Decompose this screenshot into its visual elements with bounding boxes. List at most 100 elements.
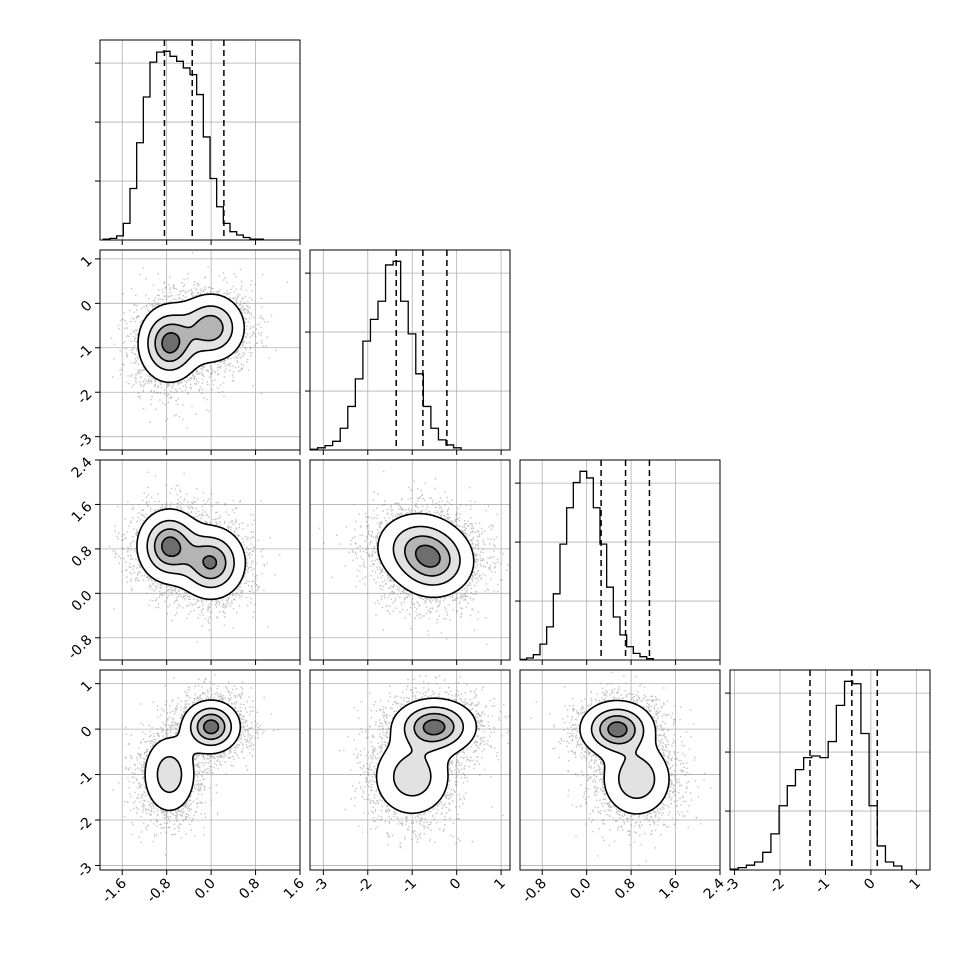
contour-line-1 bbox=[147, 305, 234, 371]
contour-line-0 bbox=[136, 508, 247, 601]
density-fill-level-0 bbox=[376, 698, 477, 814]
x-tick-label: 1.6 bbox=[281, 875, 308, 902]
density-fill-level-3 bbox=[161, 333, 181, 354]
contour-line-2 bbox=[413, 712, 455, 743]
density-panel-0-3 bbox=[112, 674, 279, 856]
contour-line-2 bbox=[404, 535, 451, 577]
histogram-1 bbox=[310, 260, 462, 450]
y-tick-label: -3 bbox=[74, 431, 95, 452]
density-fill-level-0 bbox=[145, 700, 241, 811]
y-tick-label: 0.8 bbox=[69, 543, 96, 570]
density-fill-level-2 bbox=[415, 713, 454, 742]
y-tick-label: -0.8 bbox=[65, 632, 96, 663]
y-tick-label: 2.4 bbox=[69, 454, 96, 481]
scatter-points bbox=[112, 674, 279, 856]
contour-line-0 bbox=[375, 697, 478, 815]
panel-frame bbox=[99, 249, 301, 451]
x-tick-label: -2 bbox=[767, 876, 788, 897]
density-fill-level-1 bbox=[156, 708, 232, 792]
density-fill-level-2 bbox=[155, 315, 224, 362]
contour-line-0 bbox=[137, 293, 246, 384]
contour-line-1 bbox=[156, 707, 233, 794]
contour-line-1 bbox=[146, 519, 235, 589]
y-tick-label: -1 bbox=[74, 342, 95, 363]
x-tick-label: 0.8 bbox=[236, 876, 263, 903]
x-tick-label: -1 bbox=[812, 876, 833, 897]
contour-line-3 bbox=[161, 536, 218, 570]
density-fill-level-3 bbox=[161, 536, 217, 569]
panel-frame bbox=[309, 249, 511, 451]
panel-frame bbox=[99, 669, 301, 871]
x-tick-label: 1 bbox=[907, 876, 925, 894]
x-tick-label: 0.0 bbox=[567, 876, 594, 903]
contour-line-2 bbox=[153, 528, 227, 580]
contour-line-3 bbox=[607, 721, 628, 738]
density-fill-level-0 bbox=[136, 508, 246, 601]
density-fill-level-3 bbox=[203, 720, 219, 734]
y-tick-label: -2 bbox=[74, 387, 95, 408]
density-panel-1-2 bbox=[318, 470, 509, 646]
y-tick-label: -3 bbox=[74, 860, 95, 881]
x-tick-label: 1.6 bbox=[656, 875, 683, 902]
contour-line-3 bbox=[414, 544, 441, 568]
x-tick-label: 0.8 bbox=[612, 876, 639, 903]
histogram-3 bbox=[730, 680, 903, 870]
density-fill-level-0 bbox=[138, 293, 246, 382]
contour-line-3 bbox=[202, 719, 220, 735]
density-panel-0-1 bbox=[110, 251, 288, 439]
y-tick-label: 1 bbox=[78, 253, 96, 271]
scatter-points bbox=[110, 251, 288, 439]
density-fill-level-1 bbox=[148, 306, 232, 371]
density-panel-2-3 bbox=[530, 670, 712, 866]
y-tick-label: 1.6 bbox=[69, 499, 96, 526]
y-tick-label: 0 bbox=[78, 723, 96, 741]
density-fill-level-3 bbox=[415, 545, 441, 567]
density-fill-level-3 bbox=[423, 720, 446, 736]
contour-line-1 bbox=[392, 706, 465, 797]
x-tick-label: -1 bbox=[399, 876, 420, 897]
panel-frame bbox=[519, 459, 721, 661]
density-fill-level-1 bbox=[393, 706, 464, 796]
x-tick-label: 0 bbox=[861, 876, 879, 894]
density-panel-0-2 bbox=[108, 471, 281, 643]
contour-line-2 bbox=[196, 713, 226, 741]
panel-frame bbox=[99, 39, 301, 241]
contour-line-1 bbox=[392, 525, 461, 586]
panel-frame bbox=[309, 669, 511, 871]
panel-frame bbox=[729, 669, 931, 871]
contour-line-0 bbox=[579, 699, 670, 815]
contour-line-0 bbox=[377, 512, 475, 599]
contour-line-1 bbox=[590, 708, 656, 799]
y-tick-label: -1 bbox=[74, 769, 95, 790]
y-tick-label: 0 bbox=[78, 298, 96, 316]
y-tick-label: 0.0 bbox=[69, 588, 96, 615]
x-tick-label: -1.6 bbox=[99, 875, 130, 906]
panel-frame bbox=[99, 459, 301, 661]
density-fill-level-2 bbox=[405, 536, 451, 577]
histogram-0 bbox=[102, 50, 264, 240]
x-tick-label: -3 bbox=[310, 876, 331, 897]
contour-line-2 bbox=[154, 314, 224, 363]
density-fill-level-2 bbox=[196, 715, 226, 741]
x-tick-label: -0.8 bbox=[144, 876, 175, 907]
x-tick-label: -3 bbox=[721, 876, 742, 897]
contour-line-3 bbox=[422, 719, 446, 736]
panel-frame bbox=[519, 669, 721, 871]
density-panel-1-3 bbox=[339, 675, 510, 849]
y-tick-label: 1 bbox=[78, 678, 96, 696]
histogram-2 bbox=[520, 470, 654, 660]
y-tick-label: -2 bbox=[74, 814, 95, 835]
x-tick-label: -2 bbox=[354, 876, 375, 897]
contour-line-3 bbox=[161, 332, 181, 354]
contour-line-0 bbox=[144, 699, 242, 812]
x-tick-label: -0.8 bbox=[519, 876, 550, 907]
density-fill-level-2 bbox=[155, 528, 226, 579]
density-fill-level-0 bbox=[378, 513, 474, 597]
x-tick-label: 0.0 bbox=[192, 876, 219, 903]
panel-frame bbox=[309, 459, 511, 661]
x-tick-label: 0 bbox=[447, 876, 465, 894]
x-tick-label: 1 bbox=[491, 876, 509, 894]
density-fill-level-3 bbox=[608, 721, 627, 737]
contour-line-2 bbox=[599, 715, 636, 745]
